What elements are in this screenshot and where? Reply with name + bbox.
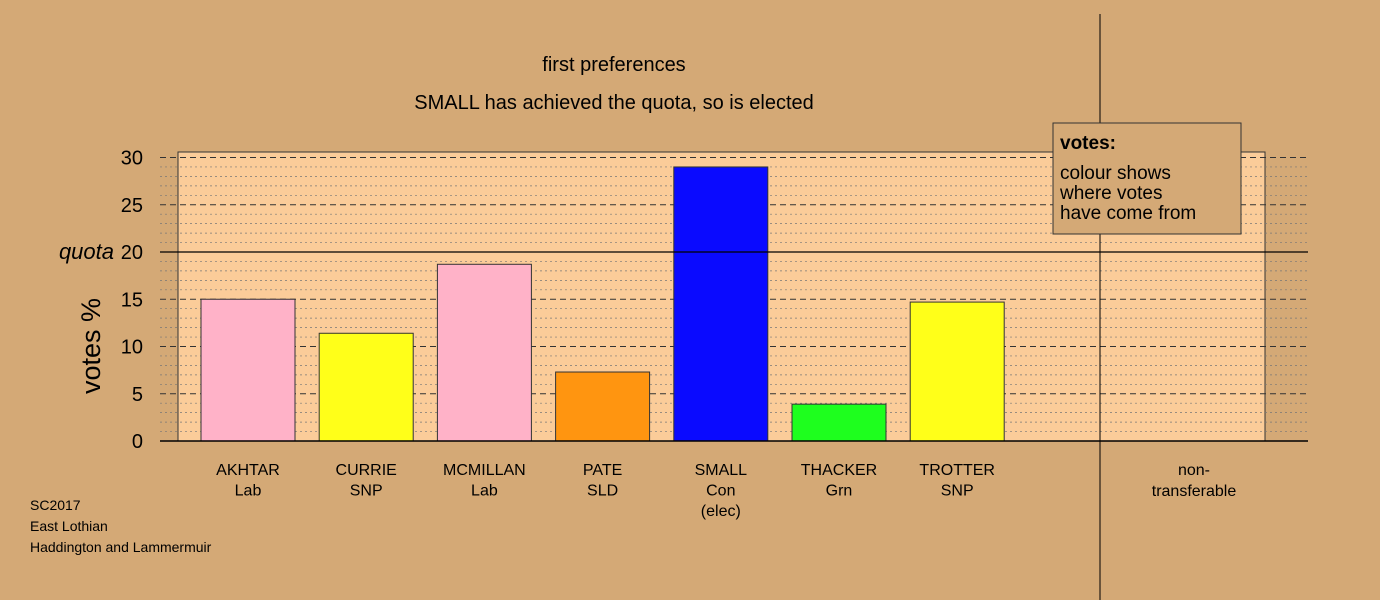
bar-mcmillan (436, 263, 532, 442)
bar-trotter (909, 301, 1005, 442)
footer-council: East Lothian (30, 518, 108, 534)
quota-label: quota (59, 239, 114, 264)
x-axis-labels: AKHTAR Lab CURRIE SNP MCMILLAN Lab PATE SLD SMAL… (216, 462, 995, 520)
candidate-name: MCMILLAN (443, 462, 526, 479)
chart-title: first preferences (542, 54, 685, 76)
y-tick-label: 5 (132, 384, 143, 406)
legend: votes: colour shows where votes have com… (1052, 122, 1242, 235)
y-tick-label: 30 (121, 148, 143, 170)
bar-thacker (791, 403, 887, 442)
y-tick-label: 25 (121, 195, 143, 217)
candidate-note: (elec) (701, 503, 741, 520)
candidate-name: AKHTAR (216, 462, 280, 479)
y-axis-ticks: 0 5 10 15 20 25 30 (121, 148, 143, 454)
legend-line: colour shows (1060, 163, 1171, 184)
y-tick-label: 15 (121, 289, 143, 311)
candidate-party: Grn (826, 483, 853, 500)
y-tick-label: 0 (132, 431, 143, 453)
candidate-party: Con (706, 483, 735, 500)
bar-pate (555, 371, 651, 442)
candidate-party: Lab (235, 483, 262, 500)
candidate-name: TROTTER (919, 462, 995, 479)
bar-akhtar (200, 298, 296, 442)
legend-heading: votes: (1060, 133, 1116, 154)
legend-line: have come from (1060, 203, 1196, 224)
candidate-name: CURRIE (336, 462, 397, 479)
candidate-party: SNP (941, 483, 974, 500)
candidate-party: SNP (350, 483, 383, 500)
footer-ward: Haddington and Lammermuir (30, 539, 212, 555)
candidate-name: THACKER (801, 462, 877, 479)
nontransferable-label: transferable (1152, 483, 1237, 500)
y-axis-label: votes % (76, 298, 106, 394)
legend-box (1052, 122, 1242, 235)
bar-currie (318, 332, 414, 442)
y-tick-label: 20 (121, 242, 143, 264)
chart-subtitle: SMALL has achieved the quota, so is elec… (414, 92, 814, 114)
candidate-name: PATE (583, 462, 622, 479)
nontransferable-label: non- (1178, 462, 1210, 479)
footer-election: SC2017 (30, 497, 81, 513)
y-tick-label: 10 (121, 337, 143, 359)
bar-small (673, 166, 769, 442)
candidate-party: SLD (587, 483, 618, 500)
candidate-name: SMALL (695, 462, 748, 479)
candidate-party: Lab (471, 483, 498, 500)
bars (200, 166, 1005, 442)
legend-line: where votes (1059, 183, 1162, 204)
